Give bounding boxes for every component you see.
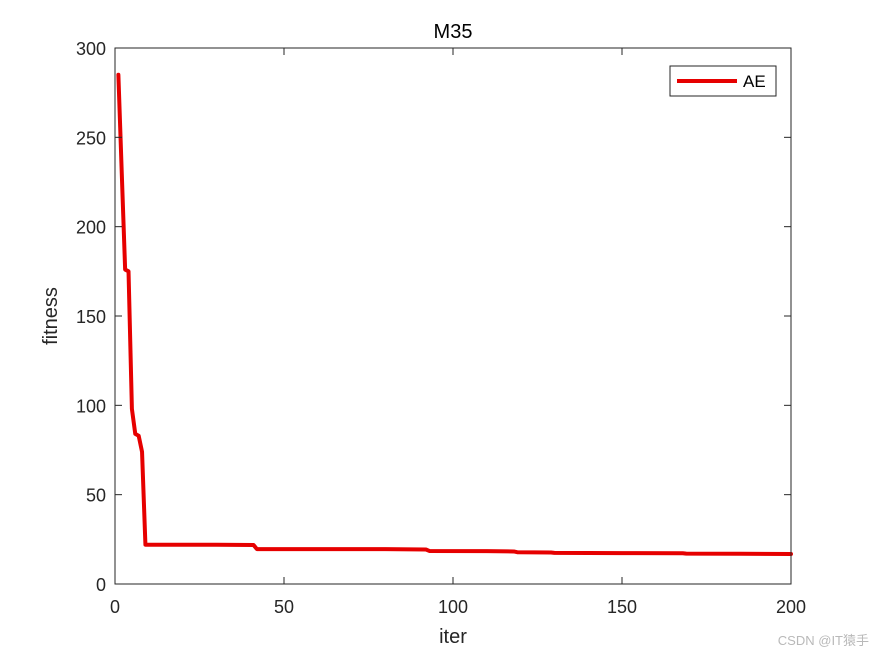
x-tick-label: 200 (776, 597, 806, 617)
y-tick-label: 50 (86, 486, 106, 506)
x-tick-label: 150 (607, 597, 637, 617)
series-line-ae (116, 72, 793, 556)
plot-area (115, 48, 791, 584)
y-tick-label: 300 (76, 39, 106, 59)
y-tick-label: 0 (96, 575, 106, 595)
y-tick-label: 200 (76, 218, 106, 238)
chart-title: M35 (434, 21, 473, 43)
y-axis-title: fitness (40, 287, 62, 345)
y-tick-label: 150 (76, 307, 106, 327)
y-tick-label: 250 (76, 128, 106, 148)
x-axis-title: iter (439, 626, 467, 648)
chart-marks (116, 72, 793, 556)
x-tick-label: 0 (110, 597, 120, 617)
legend-label-ae: AE (743, 72, 766, 91)
x-tick-label: 50 (274, 597, 294, 617)
legend: AE (669, 65, 777, 97)
watermark: CSDN @IT猿手 (778, 633, 869, 648)
y-tick-label: 100 (76, 396, 106, 416)
axes: 0 50 100 150 200 0 50 100 150 200 250 300 (76, 39, 806, 617)
x-tick-label: 100 (438, 597, 468, 617)
